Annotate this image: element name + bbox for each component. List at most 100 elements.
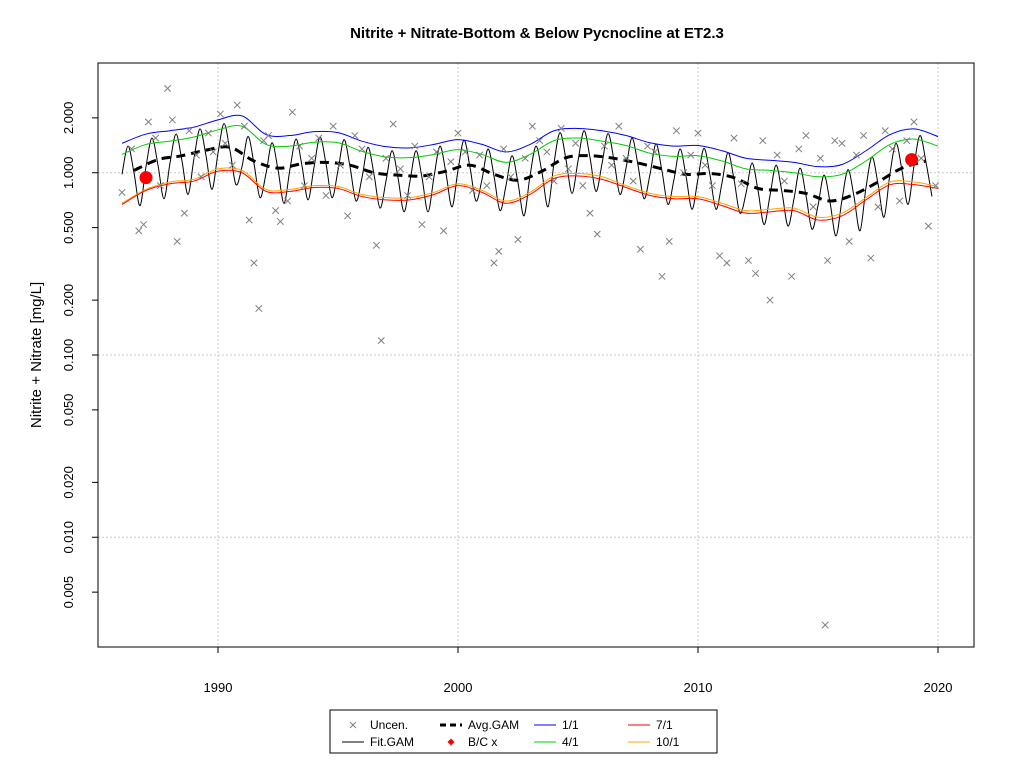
- uncen-point: [636, 245, 644, 253]
- uncen-point: [308, 154, 316, 162]
- uncen-point: [454, 129, 462, 137]
- uncen-point: [651, 148, 659, 156]
- uncen-point: [365, 173, 373, 181]
- flow-4-1-line: [121, 124, 939, 178]
- uncen-point: [411, 142, 419, 150]
- uncen-point: [723, 259, 731, 267]
- uncen-point: [288, 108, 296, 116]
- flow-10-1-line: [121, 167, 939, 218]
- uncen-point: [687, 151, 695, 159]
- uncen-point: [233, 101, 241, 109]
- legend-label: B/C x: [468, 735, 497, 749]
- uncen-point: [874, 203, 882, 211]
- uncen-point: [264, 131, 272, 140]
- uncen-point: [579, 182, 587, 190]
- grid: [98, 63, 974, 647]
- uncen-point: [932, 182, 940, 190]
- uncen-point: [608, 161, 616, 169]
- uncen-point: [888, 145, 896, 153]
- uncen-point: [152, 134, 160, 142]
- uncen-point: [694, 129, 702, 137]
- avg-gam-line: [133, 145, 927, 203]
- uncen-point: [816, 154, 824, 162]
- legend-item-s1-1: 1/1: [534, 718, 579, 732]
- legend: Uncen. Avg.GAM 1/1 7/1 Fit.GAM B/C x 4/1 10/1: [329, 709, 718, 754]
- x-axis: 1990 2000 2010 2020: [204, 646, 952, 695]
- uncen-point: [773, 151, 781, 159]
- uncen-point: [461, 148, 469, 156]
- uncen-point: [615, 122, 623, 130]
- series: [121, 114, 939, 237]
- flow-7-1-line: [121, 169, 939, 221]
- uncen-point: [168, 116, 176, 124]
- uncen-point: [672, 127, 680, 135]
- uncen-point: [845, 237, 853, 245]
- uncen-point: [622, 154, 630, 162]
- y-tick-label: 0.100: [61, 339, 76, 372]
- uncen-point: [896, 197, 904, 205]
- uncen-point: [831, 137, 839, 145]
- legend-item-s7-1: 7/1: [628, 718, 673, 732]
- uncen-point: [780, 177, 788, 185]
- uncen-point: [447, 158, 455, 166]
- uncen-point: [795, 145, 803, 153]
- uncen-point: [228, 161, 236, 169]
- y-tick-label: 2.000: [61, 102, 76, 135]
- uncen-point: [284, 197, 292, 205]
- uncen-point: [351, 131, 359, 140]
- uncen-point: [140, 220, 148, 229]
- uncen-point: [432, 148, 440, 156]
- legend-label: Avg.GAM: [468, 718, 519, 732]
- uncen-point: [658, 272, 666, 280]
- legend-label: 10/1: [656, 735, 680, 749]
- uncen-point: [216, 110, 224, 118]
- uncen-point: [881, 127, 889, 135]
- uncen-point: [315, 134, 323, 142]
- flow-1-1-line: [121, 114, 939, 168]
- uncen-point: [245, 216, 253, 224]
- y-tick-label: 0.050: [61, 394, 76, 427]
- uncen-point: [629, 177, 637, 185]
- uncen-point: [737, 180, 745, 188]
- y-tick-label: 0.500: [61, 211, 76, 244]
- y-tick-label: 0.200: [61, 284, 76, 317]
- uncen-point: [144, 118, 152, 126]
- uncen-point: [860, 131, 868, 140]
- uncen-point: [382, 154, 390, 162]
- uncen-point: [495, 247, 503, 255]
- legend-label: 4/1: [562, 735, 579, 749]
- uncen-point: [910, 118, 918, 126]
- uncen-point: [468, 186, 476, 194]
- uncen-point: [372, 241, 380, 249]
- legend-item-fit-gam: Fit.GAM: [342, 735, 414, 749]
- uncen-point: [276, 217, 284, 226]
- uncen-point: [500, 145, 508, 153]
- uncen-point: [272, 207, 280, 215]
- uncen-point: [680, 169, 688, 177]
- legend-item-avg-gam: Avg.GAM: [440, 718, 519, 732]
- uncen-point: [514, 235, 522, 244]
- uncen-point: [425, 173, 433, 181]
- chart-title: Nitrite + Nitrate-Bottom & Below Pycnocl…: [350, 25, 724, 42]
- uncen-point: [180, 209, 188, 217]
- uncen-point: [809, 203, 817, 211]
- x-tick-label: 1990: [204, 680, 233, 695]
- y-tick-label: 0.005: [61, 576, 76, 609]
- uncen-point: [128, 145, 136, 153]
- uncen-point: [389, 120, 397, 128]
- uncen-point: [593, 230, 601, 238]
- legend-item-s4-1: 4/1: [534, 735, 579, 749]
- x-tick-label: 2000: [444, 680, 473, 695]
- uncen-point: [644, 142, 652, 150]
- fit-gam-line: [121, 123, 933, 237]
- legend-symbol: [447, 738, 455, 746]
- uncen-point: [564, 165, 572, 173]
- uncen-point: [802, 131, 810, 140]
- uncen-point: [766, 296, 774, 304]
- uncen-point: [867, 254, 875, 262]
- uncen-point: [821, 621, 829, 629]
- uncen-point: [336, 161, 344, 169]
- uncen-point: [300, 182, 308, 190]
